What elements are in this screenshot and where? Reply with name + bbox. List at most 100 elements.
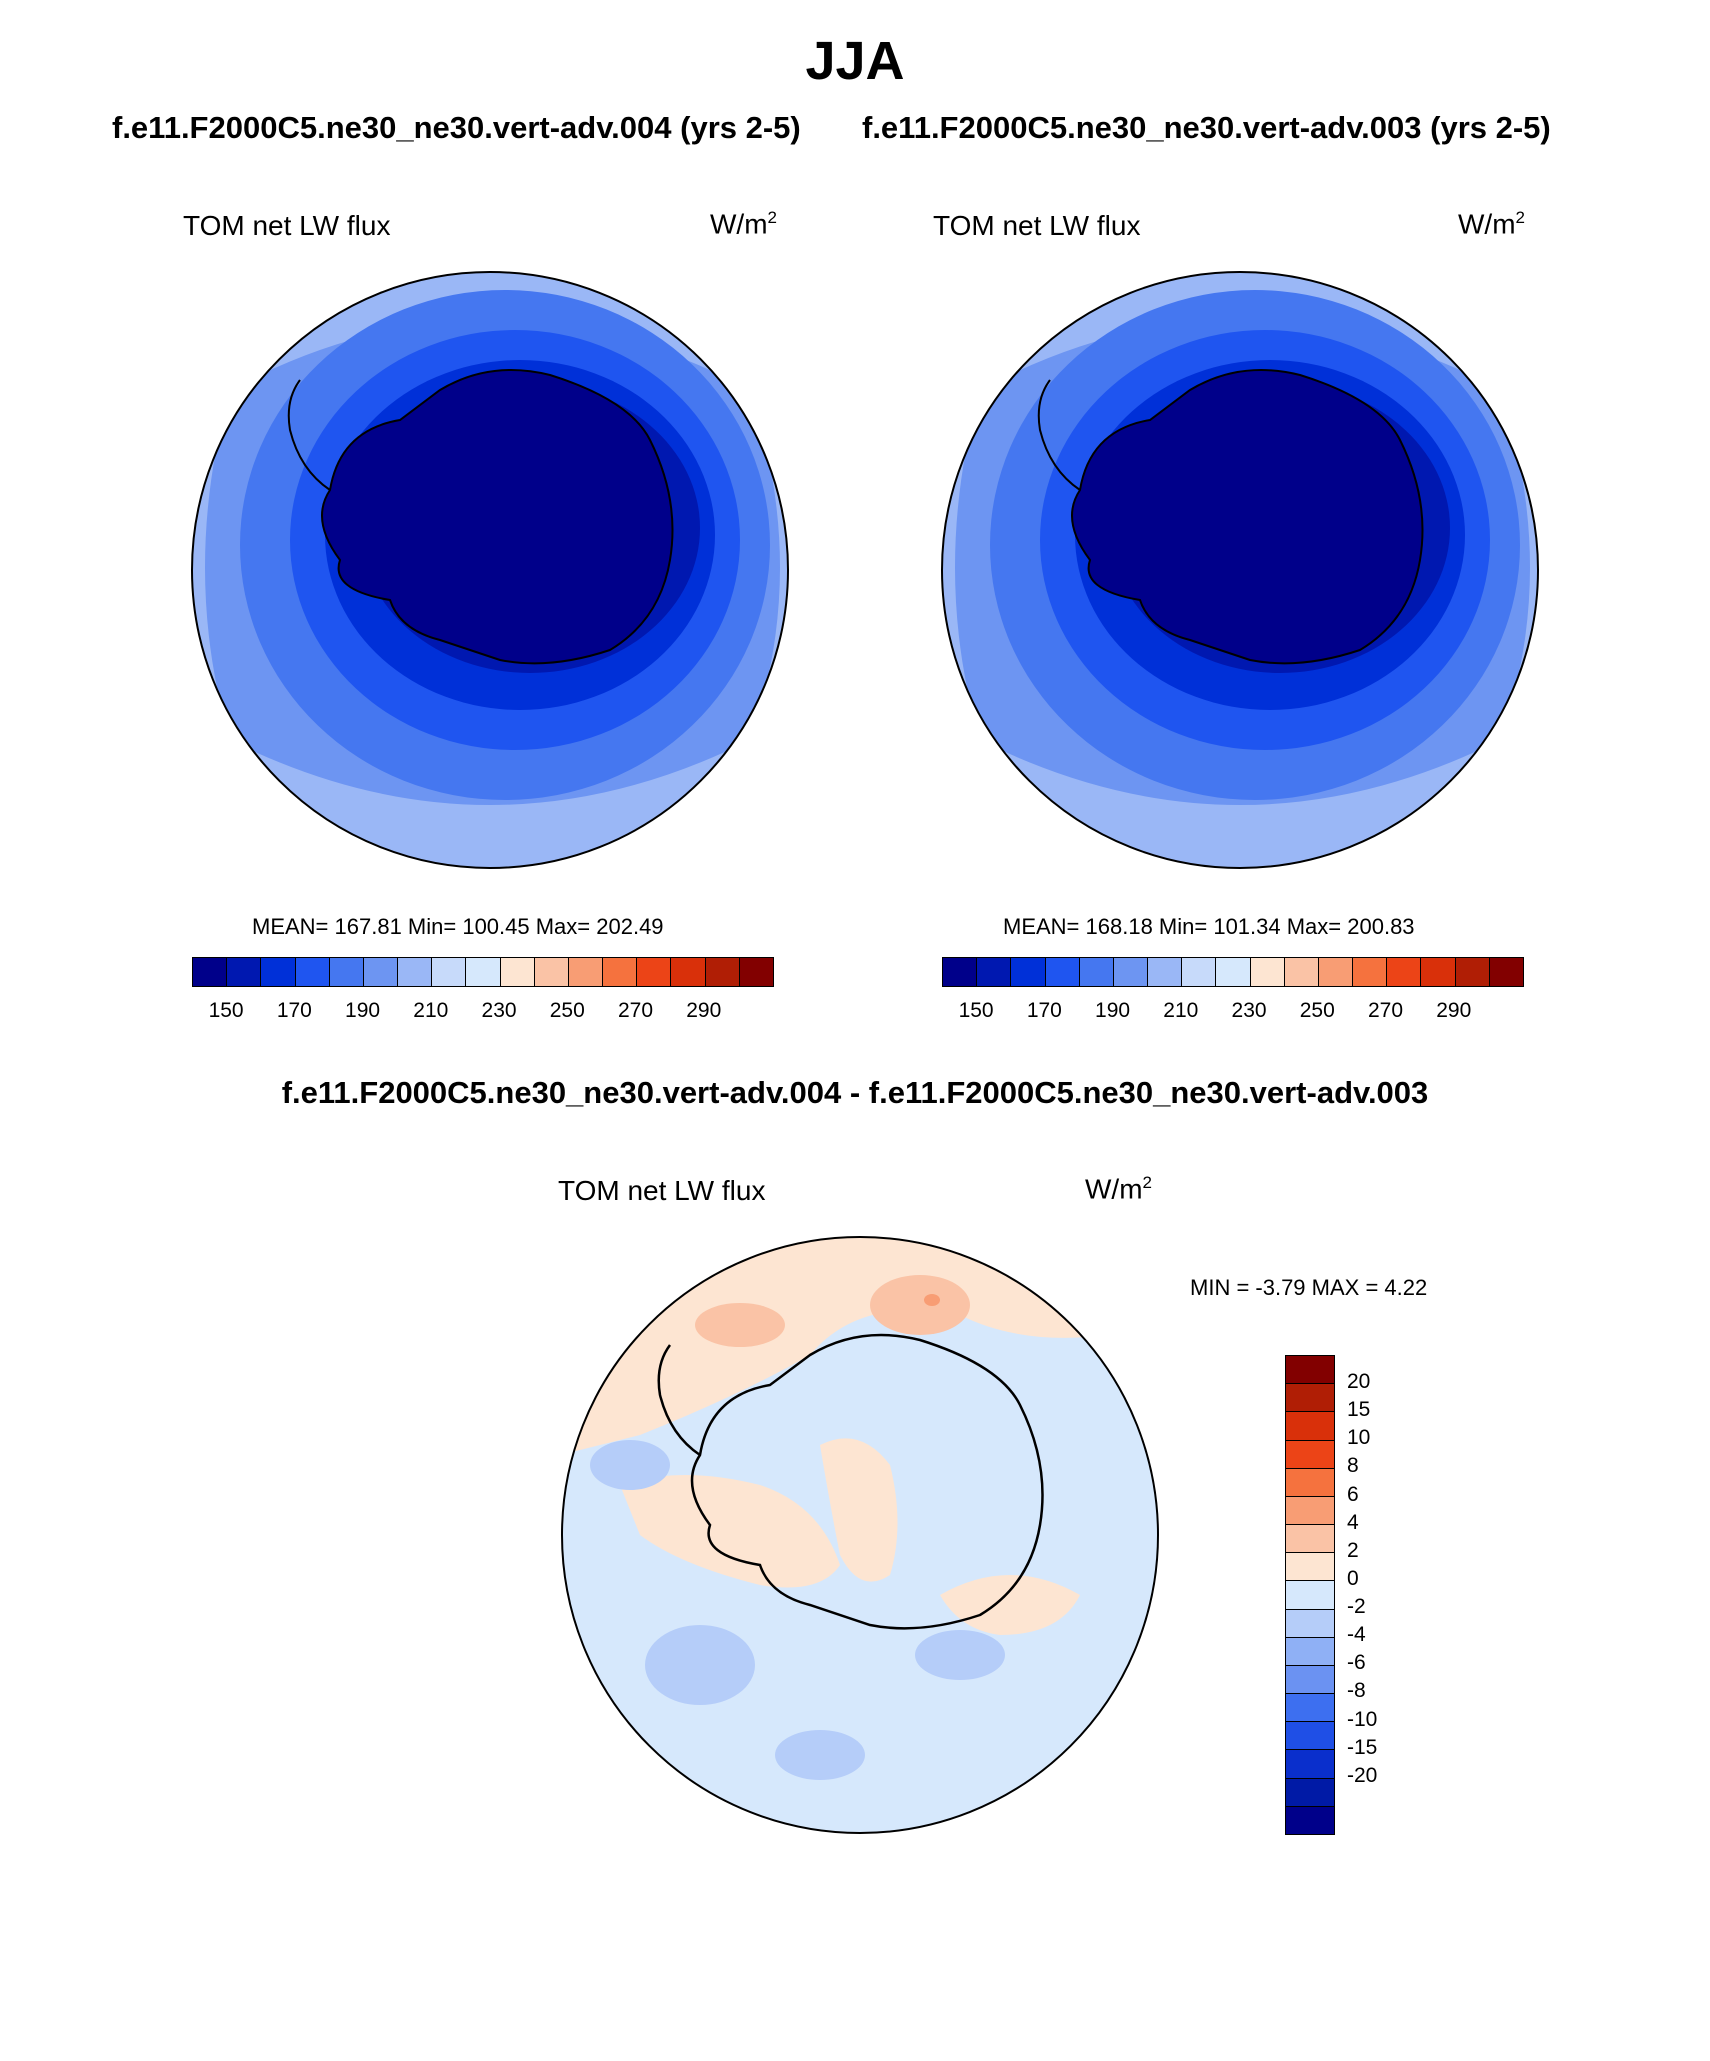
diff-panel-units: W/m2 [1085, 1173, 1152, 1205]
colorbar-box [738, 958, 773, 986]
left-polar-map [191, 271, 789, 869]
colorbar-tick-label: -20 [1347, 1763, 1378, 1787]
colorbar-tick-label: 0 [1347, 1566, 1359, 1590]
colorbar-box [704, 958, 739, 986]
colorbar-tick-label: -6 [1347, 1651, 1366, 1675]
colorbar-tick-label: 10 [1347, 1426, 1371, 1450]
colorbar-tick-label: 170 [1026, 999, 1062, 1022]
colorbar-box [670, 958, 705, 986]
colorbar-tick-label: 15 [1347, 1398, 1371, 1422]
colorbar-box [1249, 958, 1284, 986]
colorbar-box [1078, 958, 1113, 986]
colorbar-box [1286, 1749, 1334, 1778]
colorbar-box [1488, 958, 1523, 986]
colorbar-box [943, 958, 977, 986]
diff-positive-max [924, 1294, 940, 1306]
difference-title: f.e11.F2000C5.ne30_ne30.vert-adv.004 - f… [281, 1075, 1429, 1110]
diff-panel-variable: TOM net LW flux [558, 1175, 766, 1206]
diff-positive-region-west [620, 1475, 840, 1588]
colorbar-tick-label: 250 [549, 999, 585, 1022]
colorbar-tick-label: -8 [1347, 1679, 1366, 1703]
diff-positive-region-center [820, 1438, 898, 1582]
colorbar-tick-label: 210 [1163, 999, 1199, 1022]
colorbar-box [1283, 958, 1318, 986]
right-polar-map [941, 271, 1539, 869]
season-title: JJA [805, 31, 905, 91]
colorbar-box [1317, 958, 1353, 986]
colorbar-tick-label: 150 [958, 999, 994, 1022]
colorbar-box [1286, 1805, 1334, 1834]
colorbar-tick-label: 230 [1231, 999, 1267, 1022]
difference-polar-map [561, 1236, 1159, 1834]
colorbar-tick-label: 290 [1436, 999, 1472, 1022]
colorbar-tick-label: 270 [1367, 999, 1404, 1022]
colorbar-tick-label: 170 [276, 999, 312, 1022]
colorbar-box [465, 958, 500, 986]
colorbar-box [1286, 1664, 1334, 1694]
colorbar-tick-label: 20 [1347, 1370, 1371, 1394]
colorbar-box [1010, 958, 1045, 986]
left-panel-stats: MEAN= 167.81 Min= 100.45 Max= 202.49 [252, 914, 664, 939]
right-panel-stats: MEAN= 168.18 Min= 101.34 Max= 200.83 [1003, 914, 1415, 939]
colorbar-tick-label: 190 [1095, 999, 1131, 1022]
antarctica-continent [1071, 369, 1424, 665]
colorbar-box [226, 958, 261, 986]
colorbar-box [1286, 1439, 1334, 1468]
colorbar-box [1286, 1524, 1334, 1553]
colorbar-tick-label: 270 [617, 999, 654, 1022]
diff-positive-patch [695, 1303, 785, 1347]
colorbar-box [1112, 958, 1148, 986]
colorbar-box [1286, 1356, 1334, 1384]
colorbar-box [1454, 958, 1489, 986]
colorbar-box [533, 958, 568, 986]
colorbar-box [1286, 1383, 1334, 1412]
colorbar-tick-label: 150 [208, 999, 244, 1022]
colorbar-box [1386, 958, 1421, 986]
left-run-title: f.e11.F2000C5.ne30_ne30.vert-adv.004 (yr… [112, 110, 801, 145]
colorbar-tick-label: 6 [1347, 1482, 1359, 1506]
colorbar-box [1286, 1411, 1334, 1440]
left-panel-variable: TOM net LW flux [183, 210, 391, 241]
colorbar-box [602, 958, 637, 986]
colorbar-box [1286, 1580, 1334, 1609]
colorbar-box [1286, 1693, 1334, 1722]
difference-colorbar [1285, 1355, 1335, 1835]
diff-panel-stats: MIN = -3.79 MAX = 4.22 [1190, 1275, 1428, 1300]
colorbar-tick-label: -15 [1347, 1735, 1378, 1759]
colorbar-box [431, 958, 466, 986]
colorbar-box [1286, 1636, 1334, 1665]
right-run-title: f.e11.F2000C5.ne30_ne30.vert-adv.003 (yr… [862, 110, 1551, 145]
right-colorbar [942, 957, 1524, 987]
diff-positive-peak [870, 1275, 970, 1335]
diff-positive-region-east [940, 1575, 1080, 1635]
right-panel-units: W/m2 [1458, 208, 1525, 240]
diff-negative-patch-south2 [775, 1730, 865, 1780]
colorbar-box [976, 958, 1011, 986]
colorbar-tick-label: 210 [413, 999, 449, 1022]
colorbar-tick-label: 230 [481, 999, 517, 1022]
colorbar-tick-label: 4 [1347, 1510, 1359, 1534]
colorbar-box [1215, 958, 1250, 986]
colorbar-box [1147, 958, 1182, 986]
colorbar-box [362, 958, 398, 986]
colorbar-box [328, 958, 363, 986]
colorbar-box [1286, 1608, 1334, 1637]
diff-negative-patch-west [590, 1440, 670, 1490]
colorbar-box [260, 958, 295, 986]
colorbar-box [1420, 958, 1455, 986]
colorbar-box [1286, 1777, 1334, 1806]
right-panel-variable: TOM net LW flux [933, 210, 1141, 241]
colorbar-tick-label: 250 [1299, 999, 1335, 1022]
colorbar-tick-label: 8 [1347, 1454, 1359, 1478]
colorbar-box [567, 958, 603, 986]
colorbar-box [1181, 958, 1216, 986]
colorbar-box [397, 958, 432, 986]
left-colorbar [192, 957, 774, 987]
colorbar-box [294, 958, 329, 986]
colorbar-tick-label: -2 [1347, 1595, 1366, 1619]
colorbar-box [193, 958, 227, 986]
diff-negative-patch-south [645, 1625, 755, 1705]
colorbar-tick-label: -10 [1347, 1707, 1378, 1731]
colorbar-box [1286, 1467, 1334, 1496]
colorbar-tick-label: -4 [1347, 1623, 1366, 1647]
